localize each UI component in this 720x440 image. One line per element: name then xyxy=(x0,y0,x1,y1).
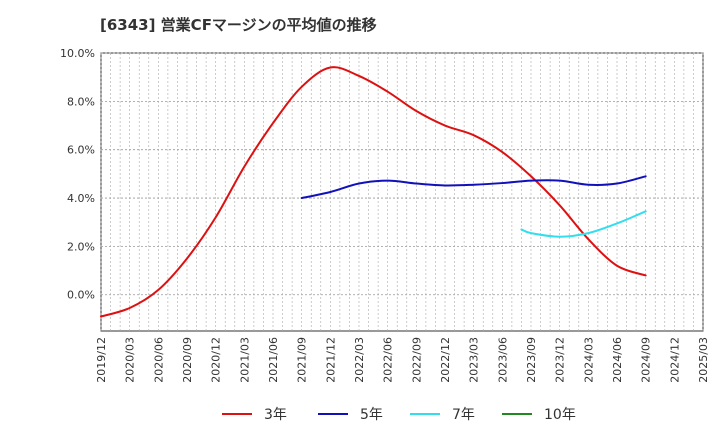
x-tick-label: 2024/09 xyxy=(640,337,653,383)
x-tick-label: 2019/12 xyxy=(95,337,108,383)
x-tick-label: 2024/06 xyxy=(611,337,624,383)
x-tick-label: 2023/12 xyxy=(554,337,567,383)
y-tick-label: 4.0% xyxy=(67,192,95,205)
x-tick-label: 2020/06 xyxy=(152,337,165,383)
plot-area xyxy=(100,52,704,332)
x-tick-label: 2024/03 xyxy=(582,337,595,383)
x-tick-label: 2025/03 xyxy=(697,337,710,383)
x-tick-label: 2023/03 xyxy=(468,337,481,383)
x-tick-label: 2021/06 xyxy=(267,337,280,383)
series-line-0 xyxy=(100,66,647,318)
x-tick-label: 2022/06 xyxy=(382,337,395,383)
y-tick-label: 2.0% xyxy=(67,240,95,253)
series-line-2 xyxy=(520,210,647,238)
x-tick-label: 2022/12 xyxy=(439,337,452,383)
x-tick-label: 2020/12 xyxy=(210,337,223,383)
x-tick-label: 2023/09 xyxy=(525,337,538,383)
y-axis: 10.0% 8.0% 6.0% 4.0% 2.0% 0.0% xyxy=(60,47,95,302)
x-tick-label: 2023/06 xyxy=(496,337,509,383)
legend-label-2: 7年 xyxy=(452,407,475,423)
chart-title: [6343] 営業CFマージンの平均値の推移 xyxy=(100,16,377,34)
legend-label-0: 3年 xyxy=(264,407,287,423)
x-tick-label: 2021/12 xyxy=(324,337,337,383)
x-tick-label: 2020/09 xyxy=(181,337,194,383)
x-tick-label: 2021/09 xyxy=(296,337,309,383)
x-tick-label: 2022/09 xyxy=(410,337,423,383)
y-tick-label: 0.0% xyxy=(67,289,95,302)
grid xyxy=(100,52,704,331)
x-tick-label: 2022/03 xyxy=(353,337,366,383)
x-axis: 2019/12 2020/03 2020/06 2020/09 2020/12 2021/… xyxy=(95,337,710,383)
y-tick-label: 8.0% xyxy=(67,95,95,108)
x-tick-label: 2024/12 xyxy=(668,337,681,383)
y-tick-label: 10.0% xyxy=(60,47,95,60)
legend-label-1: 5年 xyxy=(360,407,383,423)
y-tick-label: 6.0% xyxy=(67,144,95,157)
legend-label-3: 10年 xyxy=(544,407,576,423)
x-tick-label: 2021/03 xyxy=(238,337,251,383)
legend: 3年 5年 7年 10年 xyxy=(222,407,576,423)
series-line-1 xyxy=(300,175,647,200)
series-lines xyxy=(100,66,647,318)
x-tick-label: 2020/03 xyxy=(124,337,137,383)
